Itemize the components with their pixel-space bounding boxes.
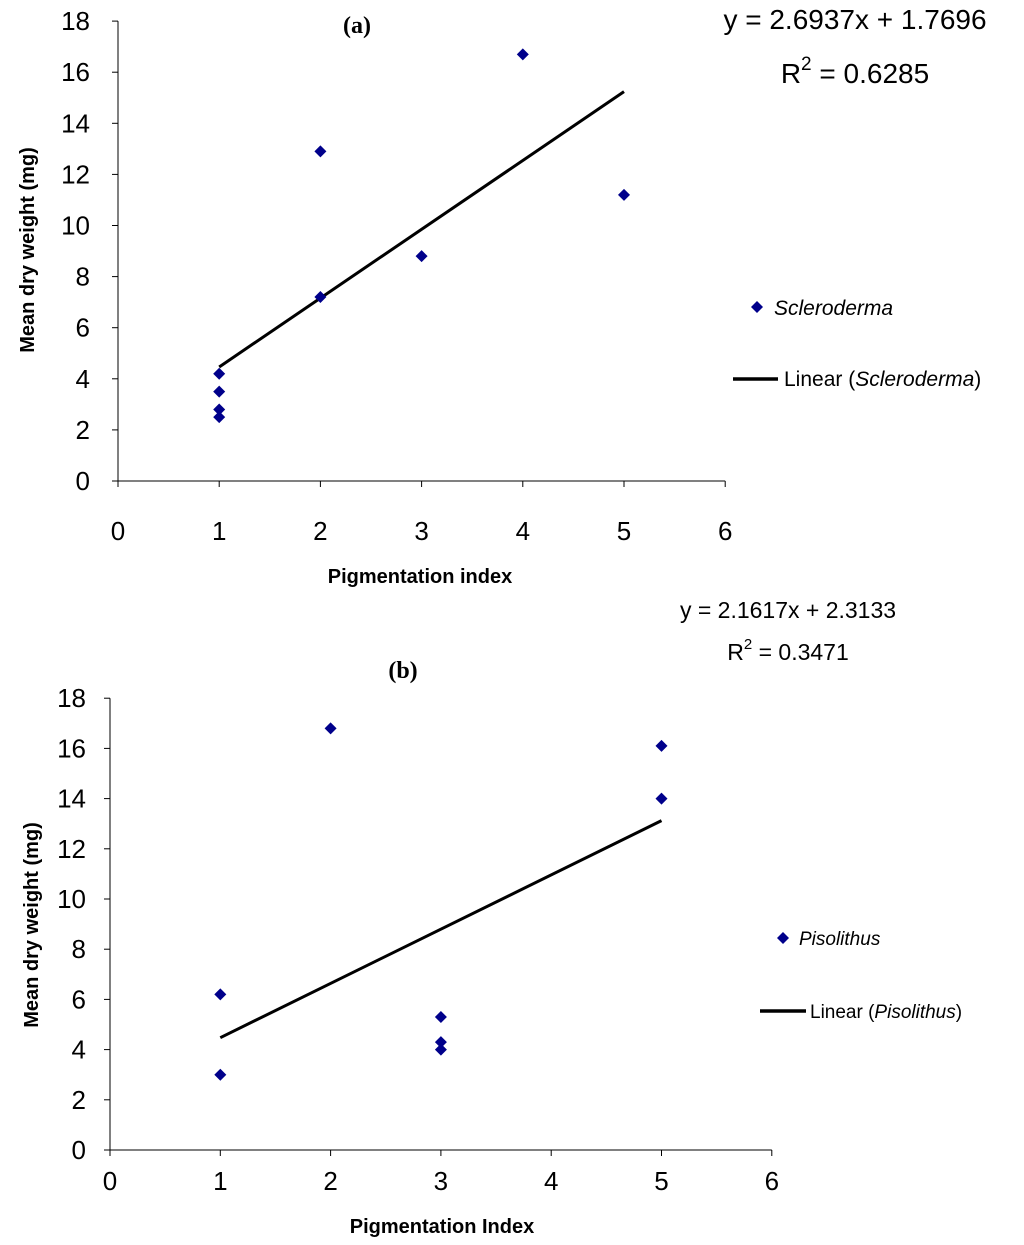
axes-b xyxy=(104,697,773,1156)
x-tick-label: 3 xyxy=(414,516,428,546)
data-point xyxy=(655,792,668,805)
legend-label-scleroderma: Scleroderma xyxy=(774,297,893,320)
trendline-equation-a: y = 2.6937x + 1.7696 xyxy=(723,4,986,35)
trendline xyxy=(218,90,625,369)
x-tick-label: 5 xyxy=(617,516,631,546)
trendline-equation-b: y = 2.1617x + 2.3133 xyxy=(680,597,896,623)
data-point xyxy=(415,250,428,263)
r-squared-b: R2 = 0.3471 xyxy=(727,636,849,665)
x-tick-label: 6 xyxy=(765,1166,779,1196)
legend-b: Pisolithus Linear (Pisolithus) xyxy=(760,929,962,1023)
r-squared-a: R2 = 0.6285 xyxy=(781,54,929,89)
panel-label-b: (b) xyxy=(388,658,417,684)
x-tick-label: 1 xyxy=(212,516,226,546)
trendline-a xyxy=(218,90,625,369)
legend-label-pisolithus: Pisolithus xyxy=(799,929,881,950)
data-point xyxy=(213,411,226,424)
data-point xyxy=(434,1036,447,1049)
y-tick-label: 8 xyxy=(76,262,90,292)
y-tick-label: 6 xyxy=(72,984,86,1014)
y-tick-label: 6 xyxy=(76,313,90,343)
data-point xyxy=(213,403,226,416)
legend-label-linear-b-name: Pisolithus xyxy=(874,1002,956,1023)
y-tick-label: 2 xyxy=(72,1085,86,1115)
x-tick-label: 5 xyxy=(654,1166,668,1196)
x-axis-title-a: Pigmentation index xyxy=(328,566,512,588)
r-squared-label-a: R xyxy=(781,58,801,89)
x-tick-label: 1 xyxy=(213,1166,227,1196)
legend-label-linear-b-prefix: Linear ( xyxy=(810,1002,875,1023)
y-tick-label: 18 xyxy=(57,683,86,713)
x-tick-label: 3 xyxy=(434,1166,448,1196)
r-squared-value-b: = 0.3471 xyxy=(752,639,849,665)
data-point xyxy=(655,739,668,752)
legend-marker-pisolithus xyxy=(777,932,789,944)
legend-label-linear-a-suffix: ) xyxy=(974,368,981,391)
y-tick-label: 10 xyxy=(57,884,86,914)
legend-label-linear-a-name: Scleroderma xyxy=(855,368,974,391)
chart-panel-a: (a) y = 2.6937x + 1.7696 R2 = 0.6285 024… xyxy=(17,4,987,588)
data-point xyxy=(213,385,226,398)
r-squared-exponent-b: 2 xyxy=(744,636,752,653)
y-tick-label: 8 xyxy=(72,934,86,964)
data-point xyxy=(516,48,529,61)
trendline-b xyxy=(219,819,663,1040)
x-tick-label: 4 xyxy=(516,516,530,546)
data-point xyxy=(324,722,337,735)
y-tick-label: 16 xyxy=(57,733,86,763)
r-squared-exponent-a: 2 xyxy=(801,54,812,75)
legend-label-linear-b-suffix: ) xyxy=(956,1002,962,1023)
y-tick-label: 12 xyxy=(57,834,86,864)
chart-panel-b: y = 2.1617x + 2.3133 R2 = 0.3471 (b) 024… xyxy=(21,597,962,1238)
x-tick-label: 2 xyxy=(313,516,327,546)
x-tick-label: 4 xyxy=(544,1166,558,1196)
data-point xyxy=(434,1010,447,1023)
x-tick-label: 6 xyxy=(718,516,732,546)
data-point xyxy=(213,367,226,380)
x-axis-title-b: Pigmentation Index xyxy=(350,1216,534,1238)
panel-label-a: (a) xyxy=(343,13,371,39)
legend-label-linear-a-prefix: Linear ( xyxy=(784,368,855,391)
y-tick-label: 0 xyxy=(72,1135,86,1165)
data-point xyxy=(214,1068,227,1081)
axes-a xyxy=(112,20,726,487)
y-axis-title-a: Mean dry weight (mg) xyxy=(17,147,39,353)
legend-a: Scleroderma Linear (Scleroderma) xyxy=(733,297,981,391)
data-points-b xyxy=(214,722,668,1081)
r-squared-label-b: R xyxy=(727,639,744,665)
y-tick-label: 0 xyxy=(76,466,90,496)
y-axis-title-b: Mean dry weight (mg) xyxy=(21,822,43,1028)
x-tick-labels-b: 0 1 2 3 4 5 6 xyxy=(103,1166,779,1196)
y-tick-labels-b: 0 2 4 6 8 10 12 14 16 18 xyxy=(57,683,86,1165)
legend-label-linear-a: Linear (Scleroderma) xyxy=(784,368,981,391)
y-tick-label: 16 xyxy=(61,57,90,87)
y-tick-label: 10 xyxy=(61,211,90,241)
legend-marker-scleroderma xyxy=(751,301,763,313)
y-tick-label: 14 xyxy=(57,784,86,814)
y-tick-label: 4 xyxy=(72,1035,86,1065)
y-tick-label: 18 xyxy=(61,6,90,36)
data-point xyxy=(314,145,327,158)
trendline xyxy=(219,819,663,1040)
data-point xyxy=(214,988,227,1001)
data-point xyxy=(314,291,327,304)
x-tick-label: 0 xyxy=(111,516,125,546)
data-points-a xyxy=(213,48,630,424)
x-tick-label: 0 xyxy=(103,1166,117,1196)
x-tick-label: 2 xyxy=(323,1166,337,1196)
data-point xyxy=(618,188,630,201)
y-tick-label: 2 xyxy=(76,415,90,445)
y-tick-label: 4 xyxy=(76,364,90,394)
r-squared-value-a: = 0.6285 xyxy=(812,58,930,89)
y-tick-labels-a: 0 2 4 6 8 10 12 14 16 18 xyxy=(61,6,90,496)
legend-label-linear-b: Linear (Pisolithus) xyxy=(810,1002,962,1023)
data-point xyxy=(434,1043,447,1056)
x-tick-labels-a: 0 1 2 3 4 5 6 xyxy=(111,516,733,546)
y-tick-label: 14 xyxy=(61,108,90,138)
y-tick-label: 12 xyxy=(61,159,90,189)
